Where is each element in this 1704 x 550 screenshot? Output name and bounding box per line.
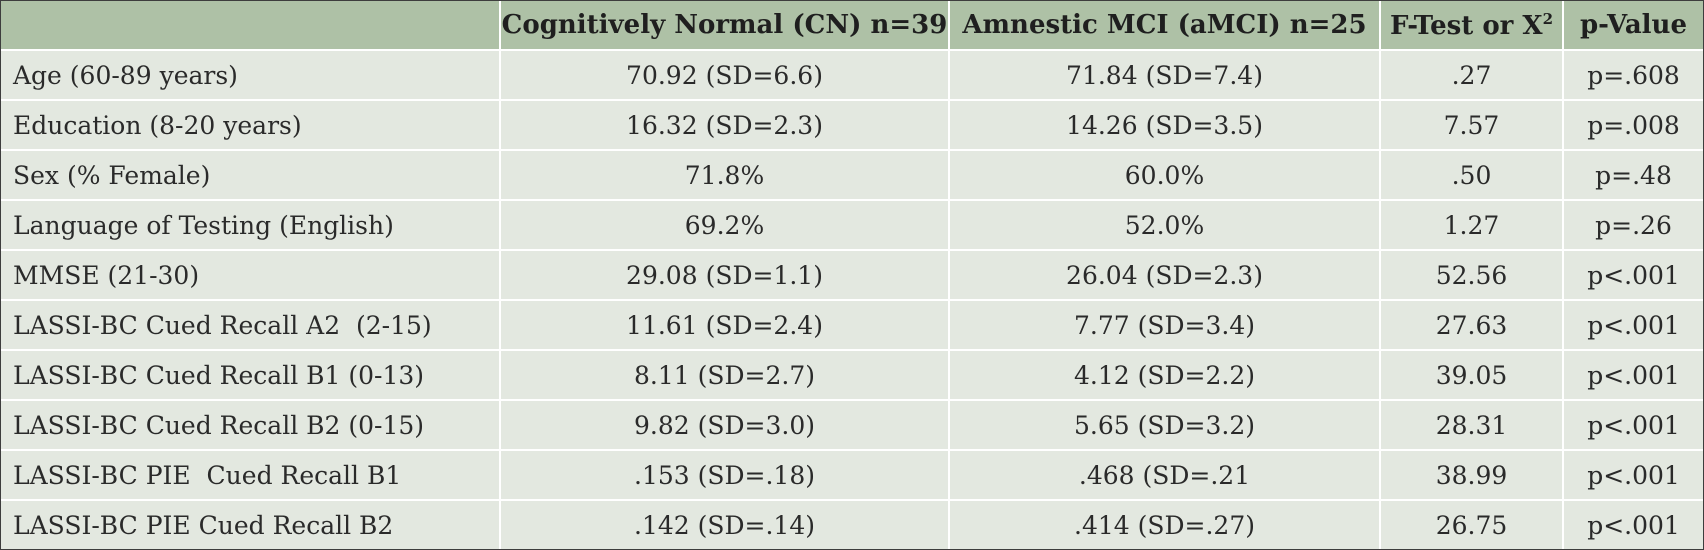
row-label: Language of Testing (English) <box>1 200 501 251</box>
row-label: Age (60-89 years) <box>1 50 501 101</box>
cn-value: 9.82 (SD=3.0) <box>500 400 950 451</box>
amci-value: 4.12 (SD=2.2) <box>949 350 1381 401</box>
cn-value: .142 (SD=.14) <box>500 500 950 549</box>
header-f-test-superscript: 2 <box>1542 9 1554 28</box>
header-amnestic-mci: Amnestic MCI (aMCI) n=25 <box>949 1 1381 51</box>
header-variable <box>1 1 501 51</box>
cn-value: 29.08 (SD=1.1) <box>500 250 950 301</box>
table-row: LASSI-BC Cued Recall A2 (2-15) 11.61 (SD… <box>1 300 1703 351</box>
p-value: p=.26 <box>1563 200 1703 251</box>
table-row: LASSI-BC Cued Recall B1 (0-13) 8.11 (SD=… <box>1 350 1703 401</box>
row-label: LASSI-BC Cued Recall B2 (0-15) <box>1 400 501 451</box>
p-value: p<.001 <box>1563 500 1703 549</box>
p-value: p<.001 <box>1563 250 1703 301</box>
f-value: 7.57 <box>1380 100 1564 151</box>
table-row: LASSI-BC Cued Recall B2 (0-15) 9.82 (SD=… <box>1 400 1703 451</box>
cn-value: 71.8% <box>500 150 950 201</box>
f-value: 52.56 <box>1380 250 1564 301</box>
table-row: LASSI-BC PIE Cued Recall B1 .153 (SD=.18… <box>1 450 1703 501</box>
header-f-test: F-Test or X2 <box>1380 1 1564 51</box>
header-row: Cognitively Normal (CN) n=39 Amnestic MC… <box>1 1 1703 51</box>
table-body: Age (60-89 years) 70.92 (SD=6.6) 71.84 (… <box>1 50 1703 549</box>
amci-value: 60.0% <box>949 150 1381 201</box>
row-label: LASSI-BC PIE Cued Recall B2 <box>1 500 501 549</box>
cn-value: 70.92 (SD=6.6) <box>500 50 950 101</box>
header-p-value: p-Value <box>1563 1 1703 51</box>
p-value: p=.608 <box>1563 50 1703 101</box>
amci-value: 14.26 (SD=3.5) <box>949 100 1381 151</box>
f-value: 28.31 <box>1380 400 1564 451</box>
f-value: 27.63 <box>1380 300 1564 351</box>
header-f-test-label: F-Test or X <box>1389 10 1543 41</box>
row-label: Education (8-20 years) <box>1 100 501 151</box>
f-value: 1.27 <box>1380 200 1564 251</box>
p-value: p<.001 <box>1563 350 1703 401</box>
amci-value: 71.84 (SD=7.4) <box>949 50 1381 101</box>
row-label: Sex (% Female) <box>1 150 501 201</box>
amci-value: 52.0% <box>949 200 1381 251</box>
f-value: .50 <box>1380 150 1564 201</box>
header-cognitively-normal: Cognitively Normal (CN) n=39 <box>500 1 950 51</box>
row-label: LASSI-BC Cued Recall A2 (2-15) <box>1 300 501 351</box>
table-row: Education (8-20 years) 16.32 (SD=2.3) 14… <box>1 100 1703 151</box>
cn-value: .153 (SD=.18) <box>500 450 950 501</box>
f-value: 38.99 <box>1380 450 1564 501</box>
amci-value: 26.04 (SD=2.3) <box>949 250 1381 301</box>
cn-value: 69.2% <box>500 200 950 251</box>
row-label: MMSE (21-30) <box>1 250 501 301</box>
f-value: 26.75 <box>1380 500 1564 549</box>
table-row: LASSI-BC PIE Cued Recall B2 .142 (SD=.14… <box>1 500 1703 549</box>
p-value: p<.001 <box>1563 300 1703 351</box>
table-row: Age (60-89 years) 70.92 (SD=6.6) 71.84 (… <box>1 50 1703 101</box>
p-value: p=.48 <box>1563 150 1703 201</box>
table-row: Sex (% Female) 71.8% 60.0% .50 p=.48 <box>1 150 1703 201</box>
cn-value: 11.61 (SD=2.4) <box>500 300 950 351</box>
p-value: p<.001 <box>1563 450 1703 501</box>
cn-value: 8.11 (SD=2.7) <box>500 350 950 401</box>
table-header: Cognitively Normal (CN) n=39 Amnestic MC… <box>1 1 1703 51</box>
amci-value: 5.65 (SD=3.2) <box>949 400 1381 451</box>
cn-value: 16.32 (SD=2.3) <box>500 100 950 151</box>
amci-value: .414 (SD=.27) <box>949 500 1381 549</box>
row-label: LASSI-BC PIE Cued Recall B1 <box>1 450 501 501</box>
p-value: p=.008 <box>1563 100 1703 151</box>
amci-value: .468 (SD=.21 <box>949 450 1381 501</box>
table-row: MMSE (21-30) 29.08 (SD=1.1) 26.04 (SD=2.… <box>1 250 1703 301</box>
row-label: LASSI-BC Cued Recall B1 (0-13) <box>1 350 501 401</box>
p-value: p<.001 <box>1563 400 1703 451</box>
table-row: Language of Testing (English) 69.2% 52.0… <box>1 200 1703 251</box>
f-value: .27 <box>1380 50 1564 101</box>
f-value: 39.05 <box>1380 350 1564 401</box>
amci-value: 7.77 (SD=3.4) <box>949 300 1381 351</box>
